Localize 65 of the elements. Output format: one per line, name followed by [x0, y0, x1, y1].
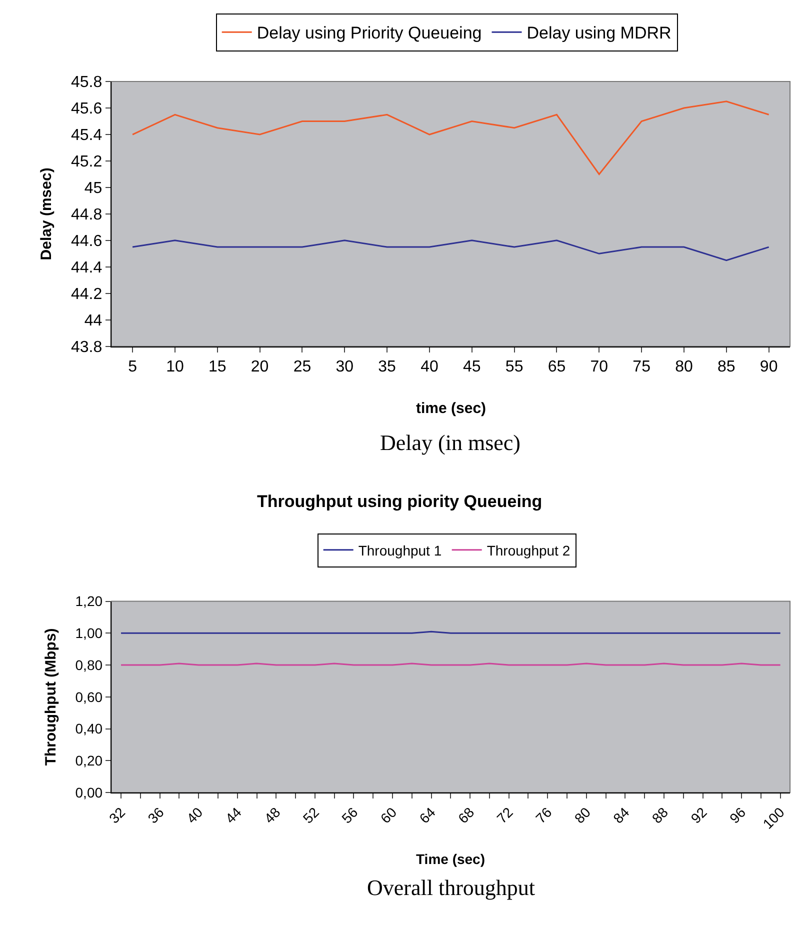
x-tick-label: 48 — [260, 804, 284, 826]
y-tick-label: 44.2 — [70, 286, 102, 303]
x-tick-label: 10 — [166, 358, 184, 376]
x-tick-label: 36 — [144, 804, 168, 826]
legend-label: Delay using Priority Queueing — [256, 24, 482, 43]
line-series — [132, 100, 770, 175]
y-tick-label: 45.6 — [70, 100, 102, 118]
legend-label: Throughput 1 — [358, 542, 442, 558]
x-tick-label: 96 — [726, 804, 749, 826]
y-tick-label: 45 — [84, 180, 102, 198]
x-tick-label: 44 — [222, 804, 245, 826]
y-tick-label: 0,60 — [75, 688, 103, 705]
x-tick-label: 40 — [420, 358, 438, 376]
line-series — [132, 240, 770, 262]
y-tick-label: 0,00 — [75, 784, 103, 800]
x-tick-label: 76 — [532, 804, 555, 826]
y-tick-label: 43.8 — [70, 338, 102, 356]
x-tick-label: 84 — [610, 804, 632, 826]
x-axis-title: time (sec) — [416, 400, 486, 417]
legend-label: Throughput 2 — [486, 542, 570, 558]
y-tick-label: 45.2 — [70, 154, 102, 171]
x-tick-label: 80 — [571, 804, 594, 826]
x-tick-label: 55 — [505, 358, 524, 376]
x-tick-label: 40 — [183, 804, 206, 826]
x-tick-label: 65 — [548, 358, 566, 376]
x-tick-label: 30 — [336, 358, 354, 376]
x-tick-label: 25 — [293, 358, 312, 376]
x-tick-label: 75 — [632, 358, 651, 376]
x-tick-label: 85 — [718, 358, 736, 376]
x-tick-label: 45 — [462, 358, 481, 376]
y-tick-label: 0,80 — [75, 656, 103, 673]
x-tick-label: 90 — [760, 358, 778, 376]
x-tick-label: 64 — [416, 804, 439, 826]
x-tick-label: 60 — [377, 804, 400, 826]
x-tick-label: 20 — [250, 358, 269, 376]
y-tick-label: 44.6 — [70, 233, 102, 250]
y-tick-label: 1,20 — [75, 593, 103, 610]
x-tick-label: 35 — [378, 358, 396, 376]
x-tick-label: 52 — [300, 804, 322, 826]
y-axis-title: Throughput (Mbps) — [42, 628, 60, 766]
x-tick-label: 56 — [338, 804, 361, 826]
x-tick-label: 68 — [454, 804, 478, 826]
chart-title: Throughput using piority Queueing — [257, 492, 542, 511]
x-tick-label: 5 — [128, 358, 138, 376]
legend-label: Delay using MDRR — [526, 24, 672, 43]
y-axis-title: Delay (msec) — [38, 168, 56, 260]
y-tick-label: 1,00 — [75, 625, 103, 642]
y-tick-label: 0,20 — [75, 752, 103, 769]
x-axis-title: Time (sec) — [416, 851, 485, 867]
x-tick-label: 32 — [106, 804, 128, 826]
text: Delay (in msec) — [380, 430, 520, 455]
x-tick-label: 80 — [675, 358, 693, 376]
x-tick-label: 72 — [494, 804, 516, 826]
x-tick-label: 92 — [688, 804, 710, 826]
text: Overall throughput — [367, 875, 536, 900]
y-tick-label: 44.8 — [70, 206, 102, 224]
y-tick-label: 45.4 — [70, 127, 102, 144]
x-tick-label: 88 — [648, 804, 672, 826]
x-tick-label: 15 — [208, 358, 226, 376]
y-tick-label: 0,40 — [75, 720, 103, 737]
y-tick-label: 45.8 — [70, 74, 102, 92]
x-tick-label: 100 — [760, 804, 788, 832]
x-tick-label: 70 — [590, 358, 608, 376]
y-tick-label: 44 — [84, 312, 102, 330]
y-tick-label: 44.4 — [70, 260, 102, 276]
